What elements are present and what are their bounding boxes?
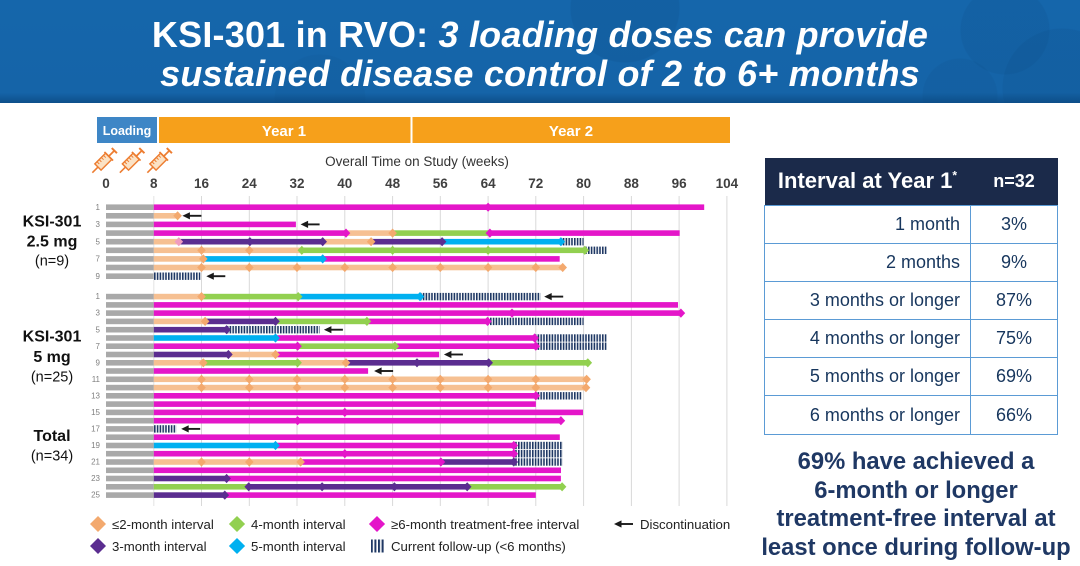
svg-text:KSI-301: KSI-301 — [23, 329, 82, 346]
svg-text:104: 104 — [716, 176, 739, 191]
svg-text:5 mg: 5 mg — [33, 349, 70, 366]
svg-text:Current follow-up (<6 months): Current follow-up (<6 months) — [391, 539, 566, 554]
svg-text:3: 3 — [96, 309, 101, 318]
svg-text:48: 48 — [385, 176, 401, 191]
svg-text:KSI-301: KSI-301 — [23, 214, 82, 231]
svg-text:Total: Total — [33, 428, 70, 445]
svg-text:88: 88 — [624, 176, 640, 191]
svg-text:4-month interval: 4-month interval — [251, 517, 346, 532]
svg-text:≥6-month treatment-free interv: ≥6-month treatment-free interval — [391, 517, 579, 532]
svg-text:Year 2: Year 2 — [549, 123, 593, 140]
svg-text:72: 72 — [528, 176, 543, 191]
svg-text:1: 1 — [96, 203, 101, 212]
svg-text:8: 8 — [150, 176, 158, 191]
svg-text:(n=34): (n=34) — [31, 449, 73, 465]
svg-text:15: 15 — [91, 408, 100, 417]
svg-text:25: 25 — [91, 491, 100, 500]
svg-text:16: 16 — [194, 176, 210, 191]
svg-text:21: 21 — [91, 458, 100, 467]
svg-text:32: 32 — [289, 176, 304, 191]
svg-text:80: 80 — [576, 176, 591, 191]
svg-text:5-month interval: 5-month interval — [251, 539, 346, 554]
svg-text:56: 56 — [433, 176, 449, 191]
svg-text:3-month interval: 3-month interval — [112, 539, 207, 554]
svg-text:19: 19 — [91, 441, 100, 450]
svg-text:7: 7 — [96, 255, 101, 264]
svg-text:Overall Time on Study (weeks): Overall Time on Study (weeks) — [325, 154, 509, 169]
svg-text:(n=25): (n=25) — [31, 370, 73, 386]
svg-text:96: 96 — [672, 176, 688, 191]
svg-text:Discontinuation: Discontinuation — [640, 517, 730, 532]
svg-text:≤2-month interval: ≤2-month interval — [112, 517, 214, 532]
svg-text:Year 1: Year 1 — [262, 123, 306, 140]
svg-text:3: 3 — [96, 220, 101, 229]
svg-text:13: 13 — [91, 391, 100, 400]
svg-text:40: 40 — [337, 176, 352, 191]
svg-text:7: 7 — [96, 342, 101, 351]
svg-text:23: 23 — [91, 474, 100, 483]
svg-text:9: 9 — [96, 358, 101, 367]
svg-text:0: 0 — [102, 176, 110, 191]
svg-text:17: 17 — [91, 425, 100, 434]
svg-text:5: 5 — [96, 237, 101, 246]
svg-text:9: 9 — [96, 272, 101, 281]
svg-text:11: 11 — [92, 375, 101, 384]
svg-text:2.5 mg: 2.5 mg — [27, 234, 78, 251]
svg-text:Loading: Loading — [103, 124, 152, 138]
svg-text:64: 64 — [481, 176, 497, 191]
svg-text:(n=9): (n=9) — [35, 254, 69, 270]
svg-text:24: 24 — [242, 176, 258, 191]
svg-text:1: 1 — [96, 292, 101, 301]
svg-text:5: 5 — [96, 325, 101, 334]
